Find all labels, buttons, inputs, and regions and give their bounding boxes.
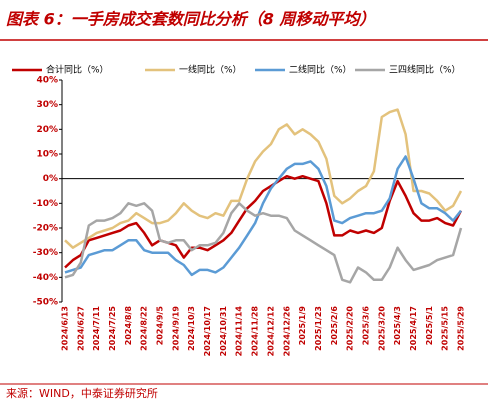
- x-tick-label: 2025/3/20: [377, 306, 386, 351]
- legend-label: 一线同比（%）: [179, 64, 242, 76]
- legend-label: 三四线同比（%）: [389, 64, 461, 76]
- series-line: [64, 108, 463, 249]
- x-tick-label: 2024/8/8: [124, 306, 133, 346]
- y-tick-label: -50%: [33, 298, 58, 308]
- y-tick-label: 30%: [36, 100, 58, 110]
- x-tick-label: 2024/10/17: [203, 306, 212, 356]
- x-tick-label: 2025/2/6: [330, 306, 339, 346]
- legend-label: 二线同比（%）: [289, 64, 352, 76]
- x-tick-label: 2024/12/12: [266, 306, 275, 356]
- legend-label: 合计同比（%）: [46, 64, 109, 76]
- x-tick-label: 2025/1/9: [298, 306, 307, 346]
- x-tick-label: 2024/7/11: [92, 306, 101, 351]
- x-tick-label: 2024/10/3: [187, 306, 196, 351]
- x-tick-label: 2025/2/20: [346, 306, 355, 351]
- x-tick-label: 2025/4/3: [393, 306, 402, 345]
- source: 来源：WIND，中泰证券研究所: [6, 386, 158, 400]
- chart-title: 图表 6：一手房成交套数同比分析（8 周移动平均）: [6, 10, 375, 29]
- x-tick-label: 2024/6/27: [76, 306, 85, 351]
- x-tick-label: 2024/8/22: [140, 306, 149, 351]
- y-tick-label: 40%: [36, 76, 58, 86]
- y-tick-label: -20%: [33, 224, 58, 234]
- x-tick-label: 2025/5/29: [457, 306, 466, 351]
- series-line: [64, 174, 463, 269]
- x-tick-label: 2024/6/13: [61, 306, 70, 351]
- series-line: [64, 202, 463, 284]
- y-tick-label: -40%: [33, 273, 58, 283]
- x-tick-label: 2025/5/15: [441, 306, 450, 351]
- y-tick-label: -30%: [33, 248, 58, 258]
- y-tick-label: -10%: [33, 199, 58, 209]
- x-tick-label: 2024/10/31: [219, 306, 228, 357]
- x-tick-label: 2024/12/26: [282, 306, 291, 357]
- x-tick-label: 2025/4/17: [409, 306, 418, 351]
- x-tick-label: 2024/9/19: [171, 306, 180, 351]
- series-line: [64, 155, 462, 277]
- y-tick-label: 0%: [43, 174, 58, 184]
- x-tick-label: 2024/7/25: [108, 306, 117, 351]
- y-tick-label: 20%: [36, 125, 58, 135]
- x-tick-label: 2025/1/23: [314, 306, 323, 351]
- x-tick-label: 2025/3/6: [361, 306, 370, 346]
- x-tick-label: 2024/11/28: [251, 306, 260, 357]
- y-tick-label: 10%: [36, 150, 58, 160]
- x-tick-label: 2024/11/14: [235, 306, 244, 357]
- x-tick-label: 2025/5/1: [425, 306, 434, 346]
- x-tick-label: 2024/9/5: [156, 306, 165, 346]
